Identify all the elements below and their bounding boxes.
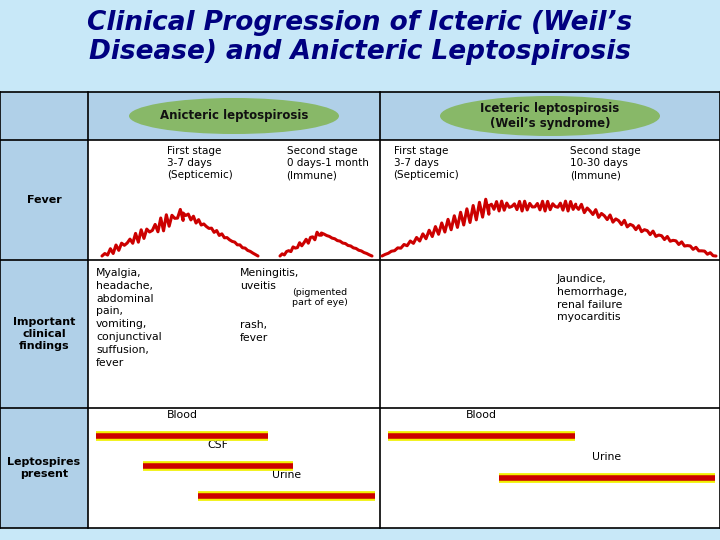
Text: Clinical Progression of Icteric (Weil’s
Disease) and Anicteric Leptospirosis: Clinical Progression of Icteric (Weil’s … xyxy=(87,10,633,65)
Text: (pigmented
part of eye): (pigmented part of eye) xyxy=(292,288,348,307)
Text: Anicteric leptospirosis: Anicteric leptospirosis xyxy=(160,110,308,123)
Text: Urine: Urine xyxy=(593,452,621,462)
Text: Second stage
10-30 days
(Immune): Second stage 10-30 days (Immune) xyxy=(570,146,641,180)
Bar xyxy=(0,0,720,92)
Ellipse shape xyxy=(129,98,339,134)
Text: First stage
3-7 days
(Septicemic): First stage 3-7 days (Septicemic) xyxy=(394,146,459,180)
Text: rash,
fever: rash, fever xyxy=(240,320,268,343)
Text: Fever: Fever xyxy=(27,195,61,205)
Text: Leptospires
present: Leptospires present xyxy=(7,457,81,479)
Text: Blood: Blood xyxy=(166,410,197,420)
Bar xyxy=(88,140,720,528)
Bar xyxy=(0,140,88,528)
Text: Blood: Blood xyxy=(466,410,497,420)
Text: Second stage
0 days-1 month
(Immune): Second stage 0 days-1 month (Immune) xyxy=(287,146,369,180)
Text: Iceteric leptospirosis
(Weil’s syndrome): Iceteric leptospirosis (Weil’s syndrome) xyxy=(480,102,620,130)
Text: Urine: Urine xyxy=(272,470,301,480)
Text: First stage
3-7 days
(Septicemic): First stage 3-7 days (Septicemic) xyxy=(167,146,233,180)
Text: Jaundice,
hemorrhage,
renal failure
myocarditis: Jaundice, hemorrhage, renal failure myoc… xyxy=(557,274,627,322)
Text: Meningitis,
uveitis: Meningitis, uveitis xyxy=(240,268,300,291)
Text: CSF: CSF xyxy=(207,440,228,450)
Text: Myalgia,
headache,
abdominal
pain,
vomiting,
conjunctival
suffusion,
fever: Myalgia, headache, abdominal pain, vomit… xyxy=(96,268,161,368)
Ellipse shape xyxy=(440,96,660,136)
Bar xyxy=(0,92,720,140)
Text: Important
clinical
findings: Important clinical findings xyxy=(13,316,75,352)
